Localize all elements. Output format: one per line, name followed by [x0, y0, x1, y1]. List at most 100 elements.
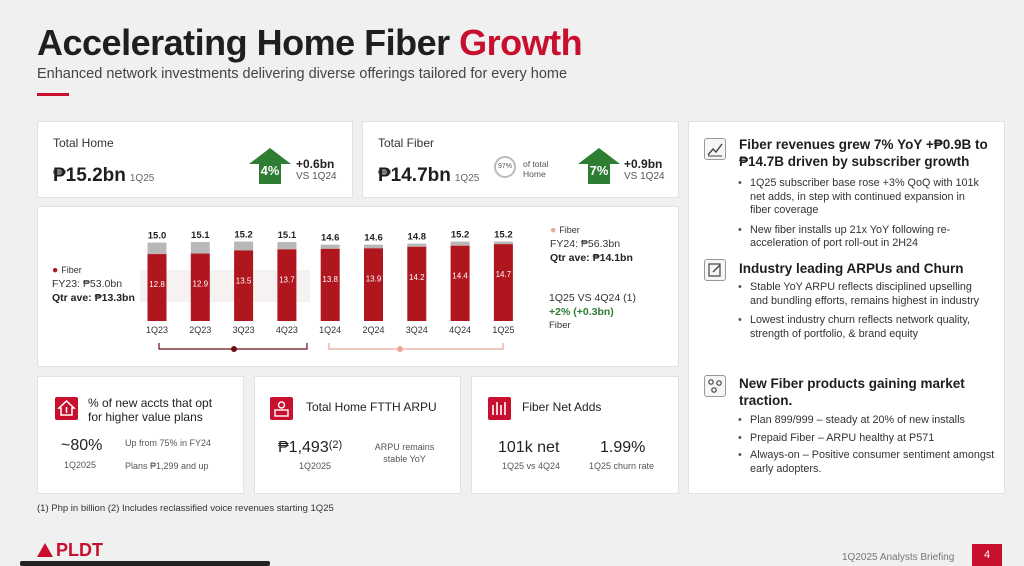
video-progress-bar[interactable] [20, 561, 270, 566]
fiber-share-label: of total Home [523, 159, 549, 179]
briefing-label: 1Q2025 Analysts Briefing [842, 552, 955, 563]
fy24-bracket [328, 343, 504, 350]
title-main: Accelerating Home Fiber [37, 22, 460, 63]
total-fiber-period: 1Q25 [454, 173, 480, 184]
list-item: Prepaid Fiber – ARPU healthy at P571 [738, 432, 1000, 446]
arpu-note: ARPU remains stable YoY [374, 442, 435, 464]
section1-bullets: 1Q25 subscriber base rose +3% QoQ with 1… [738, 177, 988, 257]
x-tick-label: 4Q23 [276, 325, 298, 335]
page-title: Accelerating Home Fiber Growth [37, 22, 583, 64]
bar-value-label: 13.7 [279, 275, 295, 284]
opt-in-note1: Up from 75% in FY24 [125, 438, 212, 448]
revenue-bar-chart: 12.8 15.0 1Q23 12.9 15.1 2Q23 13.5 15.2 3Q23 13.7… [140, 230, 514, 352]
list-item: Plan 899/999 – steady at 20% of new inst… [738, 414, 1000, 428]
bar-value-label: 13.9 [366, 274, 382, 283]
bar-other [493, 241, 513, 245]
bar-value-label: 14.4 [452, 272, 468, 281]
churn-sub: 1Q25 churn rate [589, 461, 655, 471]
bar-other [364, 244, 383, 249]
qoq-note: 1Q25 VS 4Q24 (1) +2% (+0.3bn) Fiber [549, 292, 636, 331]
x-tick-label: 3Q24 [406, 325, 428, 335]
fiber-lines-icon [488, 397, 511, 420]
bar-value-label: 13.8 [322, 275, 338, 284]
opt-in-title: % of new accts that opt for higher value… [88, 396, 213, 424]
page-subtitle: Enhanced network investments delivering … [37, 66, 568, 82]
bar-total-label: 15.2 [451, 230, 470, 241]
total-home-growth: 4% [260, 163, 280, 178]
bar-fiber [234, 250, 254, 321]
bar-total-label: 14.6 [364, 233, 383, 244]
net-adds-sub: 1Q25 vs 4Q24 [502, 461, 561, 471]
section3-heading: New Fiber products gaining market tracti… [739, 376, 965, 408]
arpu-icon [270, 397, 293, 420]
bar-value-label: 14.7 [496, 270, 512, 279]
x-tick-label: 1Q24 [319, 325, 341, 335]
net-adds-title: Fiber Net Adds [522, 400, 602, 414]
bar-total-label: 15.0 [148, 231, 167, 242]
growth-arrow-icon: 4% [249, 148, 291, 184]
section2-heading: Industry leading ARPUs and Churn [739, 261, 964, 276]
bar-total-label: 15.2 [494, 230, 513, 241]
list-item: New fiber installs up 21x YoY following … [738, 224, 988, 251]
chart-growth-icon [704, 138, 726, 160]
arpu-title: Total Home FTTH ARPU [306, 400, 437, 414]
x-tick-label: 2Q24 [362, 325, 384, 335]
total-fiber-value: ₱14.7bn 1Q25 [378, 165, 480, 186]
bar-fiber [320, 248, 340, 321]
fy23-bracket-dot [231, 346, 237, 352]
bar-fiber [407, 246, 427, 321]
total-home-card: Total Home ₱15.2bn 1Q25 4% +0.6bn VS 1Q24 [37, 121, 353, 198]
arpu-period: 1Q2025 [299, 461, 332, 471]
net-adds-card: Fiber Net Adds 101k net 1Q25 vs 4Q24 1.9… [471, 376, 679, 494]
logo-icon [37, 543, 53, 557]
bar-fiber [147, 254, 167, 321]
bar-fiber [277, 249, 297, 321]
footnote: (1) Php in billion (2) Includes reclassi… [37, 503, 334, 514]
x-tick-label: 1Q25 [492, 325, 514, 335]
edit-document-icon [704, 259, 726, 281]
opt-in-value: ~80% [61, 437, 103, 454]
bar-value-label: 12.8 [149, 280, 165, 289]
total-home-period: 1Q25 [129, 173, 155, 184]
bar-fiber [493, 244, 513, 321]
total-fiber-growth: 7% [589, 163, 609, 178]
opt-in-note2: Plans ₱1,299 and up [125, 461, 209, 471]
fy24-bracket-dot [397, 346, 403, 352]
total-fiber-label: Total Fiber [378, 136, 435, 150]
revenue-chart-card: 12.8 15.0 1Q23 12.9 15.1 2Q23 13.5 15.2 3Q23 13.7… [37, 206, 679, 367]
bar-other [450, 241, 470, 246]
total-fiber-card: Total Fiber ₱14.7bn 1Q25 97% of total Hom… [362, 121, 679, 198]
x-tick-label: 3Q23 [233, 325, 255, 335]
bar-other [320, 244, 340, 249]
churn-value: 1.99% [600, 439, 646, 456]
bar-fiber [450, 245, 470, 321]
x-tick-label: 2Q23 [189, 325, 211, 335]
list-item: 1Q25 subscriber base rose +3% QoQ with 1… [738, 177, 988, 218]
bar-other [147, 242, 167, 255]
bar-other [407, 243, 427, 247]
list-item: Stable YoY ARPU reflects disciplined ups… [738, 281, 990, 308]
x-tick-label: 4Q24 [449, 325, 471, 335]
product-network-icon [704, 375, 726, 397]
opt-in-card: % of new accts that opt for higher value… [37, 376, 244, 494]
growth-arrow-icon: 7% [578, 148, 620, 184]
total-fiber-delta: +0.9bn VS 1Q24 [624, 157, 665, 182]
list-item: Always-on – Positive consumer sentiment … [738, 449, 1000, 476]
bar-total-label: 14.6 [321, 233, 340, 244]
total-home-value: ₱15.2bn 1Q25 [53, 165, 155, 186]
bar-value-label: 14.2 [409, 273, 425, 282]
opt-in-period: 1Q2025 [64, 460, 97, 470]
pldt-logo: PLDT [37, 540, 103, 561]
fiber-share-ring-icon: 97% [494, 156, 516, 178]
bar-other [234, 241, 254, 251]
bar-total-label: 15.1 [278, 230, 297, 241]
bar-fiber [364, 248, 383, 321]
net-adds-value: 101k net [498, 439, 560, 456]
bar-value-label: 13.5 [236, 276, 252, 285]
section3-bullets: Plan 899/999 – steady at 20% of new inst… [738, 414, 1000, 482]
bar-total-label: 15.2 [234, 230, 253, 241]
x-tick-label: 1Q23 [146, 325, 168, 335]
house-up-icon [55, 397, 78, 420]
title-underline [37, 93, 69, 96]
fy23-note: ● Fiber FY23: ₱53.0bn Qtr ave: ₱13.3bn [52, 264, 135, 304]
